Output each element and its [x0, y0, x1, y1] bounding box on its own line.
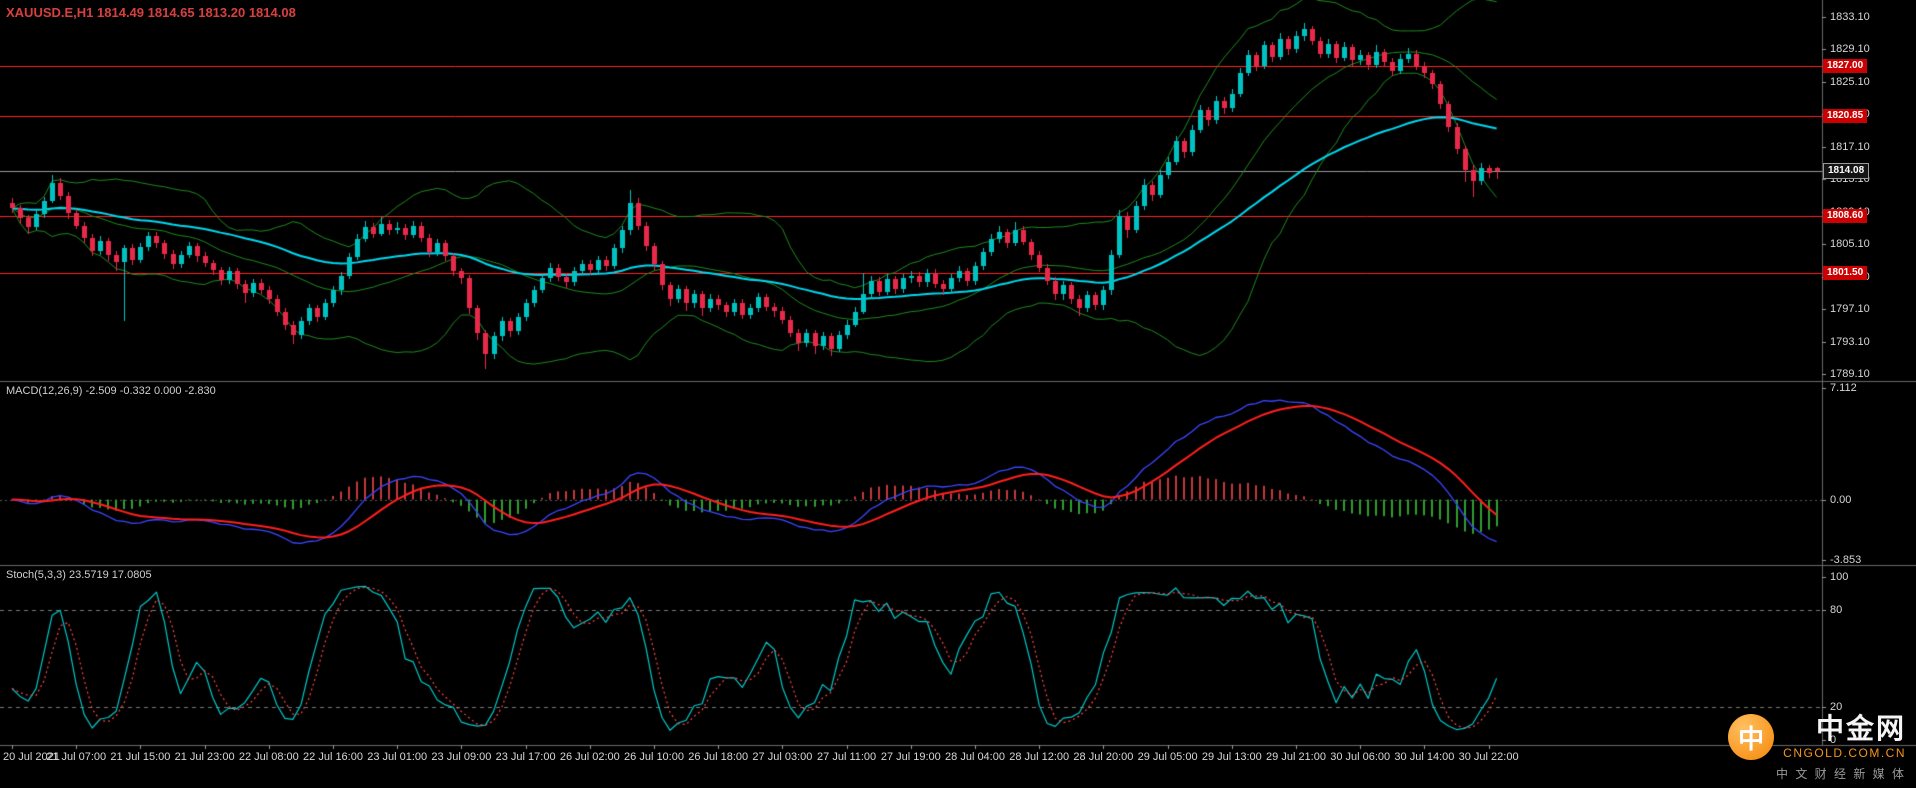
- price-axis-label: 1833.10: [1830, 11, 1870, 23]
- time-axis-label: 21 Jul 07:00: [46, 751, 107, 763]
- time-axis-label: 29 Jul 13:00: [1201, 751, 1262, 763]
- hline-price-badge: 1820.85: [1823, 109, 1868, 124]
- time-axis-label: 27 Jul 11:00: [817, 751, 877, 763]
- macd-label: MACD(12,26,9) -2.509 -0.332 0.000 -2.830: [6, 385, 216, 397]
- time-axis-label: 23 Jul 09:00: [431, 751, 492, 763]
- time-axis-label: 27 Jul 19:00: [880, 751, 941, 763]
- watermark-cngold: 中 中金网 CNGOLD.COM.CN 中 文 财 经 新 媒 体: [1728, 714, 1906, 782]
- time-axis-label: 20 Jul 2021: [3, 751, 60, 763]
- time-axis-label: 28 Jul 04:00: [945, 751, 1005, 763]
- price-axis-label: 1797.10: [1830, 303, 1870, 316]
- time-axis-label: 28 Jul 12:00: [1009, 751, 1070, 763]
- cngold-logo-glyph: 中: [1738, 723, 1765, 754]
- time-axis-label: 26 Jul 18:00: [688, 751, 749, 763]
- time-axis-label: 30 Jul 06:00: [1330, 751, 1391, 763]
- price-axis-label: 1825.10: [1830, 75, 1870, 88]
- stoch-axis-label: 0: [1830, 734, 1837, 746]
- stoch-label: Stoch(5,3,3) 23.5719 17.0805: [6, 569, 152, 581]
- stoch-axis-label: 100: [1830, 571, 1849, 583]
- hline-price-badge: 1801.50: [1823, 266, 1868, 281]
- hline-price-badge: 1808.60: [1823, 208, 1868, 223]
- price-axis-label: 1817.10: [1830, 140, 1870, 153]
- chart-title: XAUUSD.E,H1 1814.49 1814.65 1813.20 1814…: [6, 5, 296, 20]
- time-axis-label: 23 Jul 17:00: [495, 751, 556, 763]
- price-axis-label: 1793.10: [1830, 335, 1870, 348]
- watermark-tagline: 中 文 财 经 新 媒 体: [1775, 767, 1906, 781]
- time-axis-label: 30 Jul 22:00: [1458, 751, 1519, 763]
- macd-axis-label: 7.112: [1830, 382, 1857, 394]
- time-axis-label: 29 Jul 21:00: [1266, 751, 1326, 763]
- time-axis-label: 21 Jul 15:00: [110, 751, 171, 763]
- time-axis-label: 22 Jul 16:00: [303, 751, 363, 763]
- price-axis-label: 1805.10: [1830, 238, 1870, 251]
- time-axis-label: 23 Jul 01:00: [367, 751, 428, 763]
- time-axis-label: 26 Jul 10:00: [624, 751, 684, 763]
- stoch-axis-label: 80: [1830, 603, 1843, 616]
- time-axis-label: 22 Jul 08:00: [238, 751, 299, 763]
- watermark-domain: CNGOLD.COM.CN: [1783, 745, 1906, 760]
- time-axis-label: 28 Jul 20:00: [1073, 751, 1134, 763]
- time-axis-label: 29 Jul 05:00: [1137, 751, 1198, 763]
- time-axis-label: 30 Jul 14:00: [1394, 751, 1455, 763]
- macd-axis-label: 0.00: [1830, 493, 1852, 506]
- time-axis-label: 27 Jul 03:00: [752, 751, 813, 763]
- cngold-logo-icon: 中: [1728, 714, 1775, 760]
- current-price-badge: 1814.08: [1823, 163, 1870, 180]
- time-axis-label: 26 Jul 02:00: [559, 751, 620, 763]
- hline-price-badge: 1827.00: [1823, 59, 1868, 74]
- price-axis-label: 1789.10: [1830, 368, 1870, 380]
- time-axis-label: 21 Jul 23:00: [174, 751, 235, 763]
- price-axis-label: 1829.10: [1830, 43, 1870, 56]
- macd-axis-label: -3.853: [1830, 554, 1862, 566]
- stoch-axis-label: 20: [1830, 701, 1843, 714]
- watermark-brand: 中金网: [1815, 713, 1906, 745]
